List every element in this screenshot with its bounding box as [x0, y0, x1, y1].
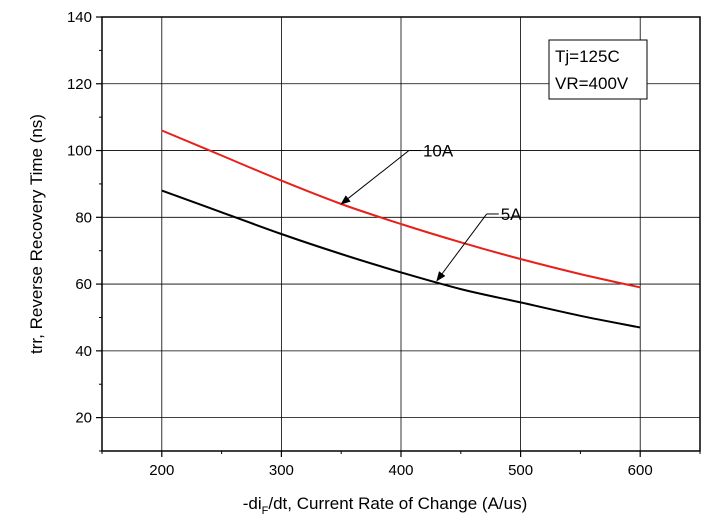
- x-axis-title-prefix: -di: [243, 494, 262, 513]
- annotation-label: 5A: [501, 205, 522, 224]
- conditions-box-border: [548, 39, 648, 100]
- x-axis-title: -diF/dt, Current Rate of Change (A/us): [243, 494, 528, 517]
- annotation-arrow: [436, 213, 488, 282]
- y-tick-label: 60: [75, 276, 92, 293]
- y-tick-label: 140: [67, 9, 92, 26]
- x-tick-label: 500: [508, 462, 533, 479]
- y-tick-label: 100: [67, 143, 92, 160]
- x-tick-label: 200: [149, 462, 174, 479]
- series-line-10a: [161, 129, 641, 289]
- y-tick-label: 40: [75, 343, 92, 360]
- axis-ticks: 200 300 400 500 600 20 40 60 80 100 120 140: [67, 9, 701, 479]
- conditions-box: Tj=125C VR=400V: [548, 39, 648, 100]
- series-lines: [161, 129, 641, 329]
- x-tick-label: 600: [628, 462, 653, 479]
- y-tick-label: 120: [67, 76, 92, 93]
- x-axis-title-subscript: F: [262, 505, 269, 517]
- grid-lines: [102, 17, 700, 451]
- x-axis-title-suffix: /dt, Current Rate of Change (A/us): [268, 494, 527, 513]
- condition-tj: Tj=125C: [555, 47, 620, 66]
- annotation-arrow: [340, 150, 410, 205]
- condition-vr: VR=400V: [555, 74, 629, 93]
- y-axis-title: trr, Reverse Recovery Time (ns): [27, 114, 46, 354]
- y-tick-label: 20: [75, 410, 92, 427]
- annotation-label: 10A: [423, 142, 454, 161]
- series-line-5a: [161, 189, 641, 329]
- x-tick-label: 300: [269, 462, 294, 479]
- annotations: 10A 5A: [340, 142, 522, 282]
- y-tick-label: 80: [75, 209, 92, 226]
- x-tick-label: 400: [388, 462, 413, 479]
